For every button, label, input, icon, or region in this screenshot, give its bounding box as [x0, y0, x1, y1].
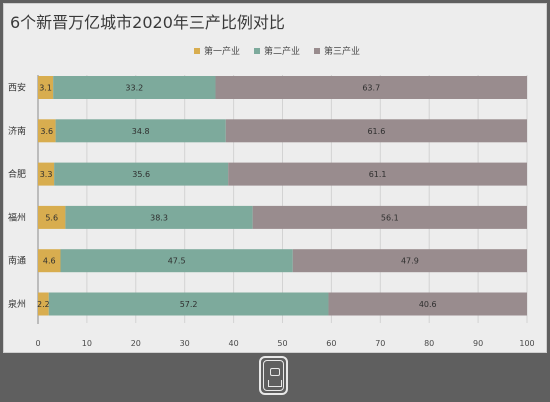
bar-福州-第二产业	[65, 205, 253, 229]
x-tick-label-5: 50	[277, 339, 287, 348]
category-label-5: 泉州	[8, 298, 26, 310]
bar-泉州-第一产业	[38, 292, 49, 316]
legend-label-secondary: 第二产业	[264, 47, 301, 57]
bar-济南-第三产业	[225, 119, 527, 143]
bar-label-福州-第三产业: 56.1	[381, 213, 399, 222]
bar-西安-第一产业	[38, 76, 54, 99]
category-label-3: 福州	[8, 211, 26, 223]
category-label-0: 西安	[8, 82, 26, 94]
bar-济南-第一产业	[38, 119, 56, 143]
chart-title: 6个新晋万亿城市2020年三产比例对比	[10, 13, 285, 32]
legend-item-tertiary: 第三产业	[314, 44, 360, 57]
bar-label-泉州-第二产业: 57.2	[180, 300, 198, 309]
bar-label-合肥-第二产业: 35.6	[132, 170, 150, 179]
bar-label-福州-第二产业: 38.3	[150, 213, 168, 222]
category-label-4: 南通	[8, 255, 26, 267]
bar-label-西安-第二产业: 33.2	[125, 84, 143, 93]
x-tick-label-7: 70	[375, 339, 385, 348]
x-tick-label-9: 90	[473, 339, 483, 348]
x-tick-label-1: 10	[82, 339, 92, 348]
bar-南通-第二产业	[60, 249, 293, 273]
category-label-2: 合肥	[8, 168, 26, 180]
bar-福州-第三产业	[252, 205, 527, 229]
x-tick-label-2: 20	[131, 339, 141, 348]
legend-swatch-primary	[194, 47, 200, 54]
legend-label-tertiary: 第三产业	[324, 47, 361, 57]
legend-label-primary: 第一产业	[204, 47, 241, 57]
bar-label-南通-第二产业: 47.5	[168, 257, 186, 266]
bar-泉州-第二产业	[48, 292, 329, 316]
bar-label-济南-第二产业: 34.8	[132, 127, 150, 136]
legend-swatch-secondary	[254, 47, 261, 54]
bar-南通-第三产业	[292, 249, 527, 273]
bar-济南-第二产业	[55, 119, 226, 143]
legend-swatch-tertiary	[314, 47, 321, 54]
bar-南通-第一产业	[38, 249, 61, 273]
category-label-1: 济南	[8, 125, 26, 137]
bar-泉州-第三产业	[328, 292, 527, 316]
x-tick-label-10: 100	[519, 339, 534, 348]
x-tick-label-6: 60	[326, 339, 336, 348]
bar-label-合肥-第三产业: 61.1	[369, 170, 387, 179]
bar-label-济南-第三产业: 61.6	[367, 127, 385, 136]
bar-合肥-第一产业	[38, 162, 55, 186]
bar-合肥-第二产业	[54, 162, 229, 186]
bar-西安-第三产业	[215, 76, 527, 99]
x-tick-label-4: 40	[229, 339, 239, 348]
bar-label-泉州-第三产业: 40.6	[419, 300, 437, 309]
bar-label-合肥-第一产业: 3.3	[40, 170, 53, 179]
legend-item-primary: 第一产业	[194, 44, 240, 57]
bar-label-济南-第一产业: 3.6	[40, 127, 53, 136]
legend: 第一产业 第二产业 第三产业	[194, 44, 360, 57]
bar-福州-第一产业	[38, 205, 66, 229]
legend-item-secondary: 第二产业	[254, 44, 300, 57]
bar-label-泉州-第一产业: 2.2	[37, 300, 50, 309]
bar-西安-第二产业	[53, 76, 216, 99]
watermark-seal	[259, 356, 288, 395]
x-tick-label-8: 80	[424, 339, 434, 348]
bar-label-南通-第三产业: 47.9	[401, 257, 419, 266]
bar-label-西安-第三产业: 63.7	[362, 84, 380, 93]
x-tick-label-0: 0	[35, 339, 40, 348]
watermark-seal-inner	[263, 360, 284, 391]
bar-label-西安-第一产业: 3.1	[39, 84, 52, 93]
bar-label-南通-第一产业: 4.6	[43, 257, 56, 266]
bar-label-福州-第一产业: 5.6	[45, 213, 58, 222]
x-tick-label-3: 30	[180, 339, 190, 348]
bar-合肥-第三产业	[228, 162, 527, 186]
